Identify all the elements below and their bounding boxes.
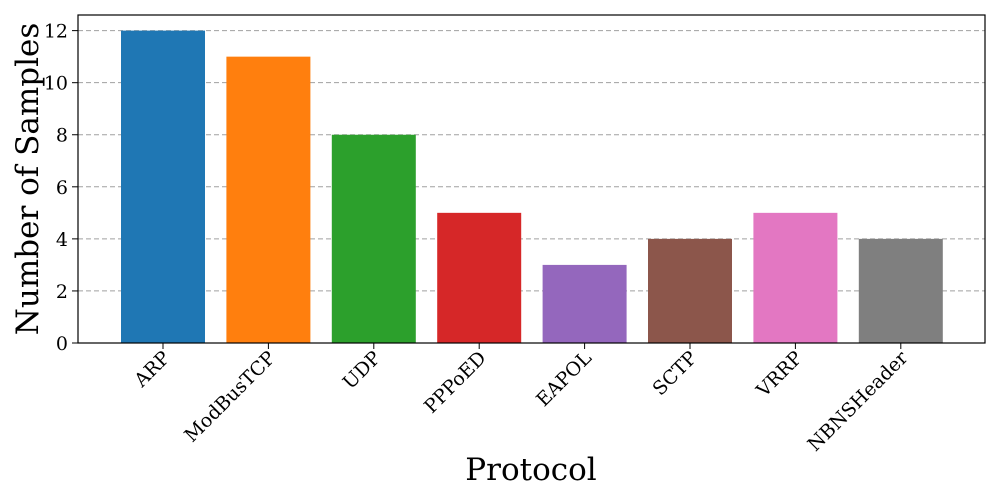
bar-sctp bbox=[648, 238, 732, 343]
x-tick-label: PPPoED bbox=[420, 347, 491, 418]
bar-udp bbox=[331, 134, 416, 343]
x-tick-label: ModBusTCP bbox=[180, 347, 280, 447]
x-tick-label: ARP bbox=[129, 347, 174, 392]
plot-frame bbox=[77, 14, 986, 344]
x-tick-label: VRRP bbox=[752, 347, 807, 402]
y-tick-label: 12 bbox=[44, 21, 68, 43]
grid-layer bbox=[78, 30, 985, 292]
bar-pppoed bbox=[437, 212, 522, 343]
bar-layer bbox=[121, 30, 943, 344]
x-tick-label: SCTP bbox=[648, 347, 701, 400]
x-tick-label: UDP bbox=[339, 347, 386, 394]
bar-nbnsheader bbox=[858, 238, 943, 343]
bar-modbustcp bbox=[226, 56, 311, 344]
y-tick-label: 8 bbox=[56, 125, 68, 147]
y-tick-label: 10 bbox=[44, 73, 68, 95]
x-tick-label: EAPOL bbox=[532, 347, 596, 411]
y-tick-label: 0 bbox=[56, 333, 68, 355]
bar-arp bbox=[121, 30, 205, 343]
x-axis-ticks: ARP ModBusTCP UDP PPPoED EAPOL SCTP VRRPNBNSHe… bbox=[129, 343, 913, 456]
y-axis-title: Number of Samples bbox=[10, 23, 46, 335]
y-tick-label: 6 bbox=[56, 177, 68, 199]
y-tick-label: 2 bbox=[56, 281, 68, 303]
x-axis-title: Protocol bbox=[465, 452, 596, 488]
bar-vrrp bbox=[753, 212, 838, 343]
y-tick-label: 4 bbox=[56, 229, 68, 251]
y-axis-ticks: 0 2 4 6 8 10 12 bbox=[44, 21, 78, 355]
bar-eapol bbox=[542, 264, 627, 343]
x-tick-label: NBNSHeader bbox=[804, 346, 913, 455]
